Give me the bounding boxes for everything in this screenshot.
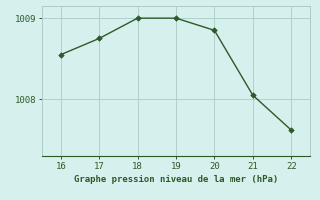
X-axis label: Graphe pression niveau de la mer (hPa): Graphe pression niveau de la mer (hPa) (74, 175, 278, 184)
